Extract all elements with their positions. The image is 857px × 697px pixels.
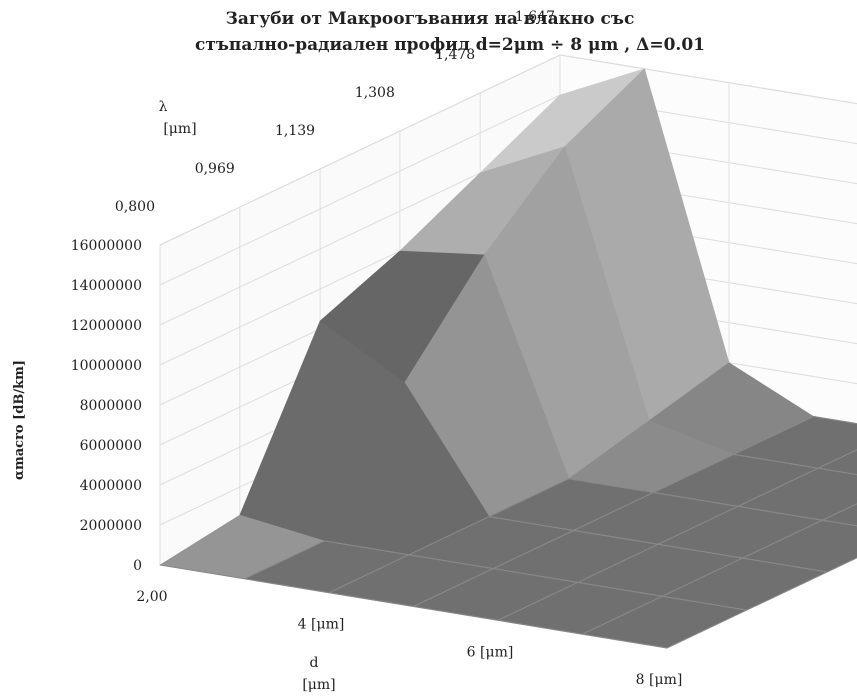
d-tick-label: 6 [μm] xyxy=(467,644,514,660)
lambda-axis-label-line2: [μm] xyxy=(163,121,196,137)
surface-patch xyxy=(821,503,857,527)
lambda-tick-label: 1,478 xyxy=(435,47,475,63)
y-tick-label: 10000000 xyxy=(71,358,142,374)
surface-gridline xyxy=(568,478,857,527)
y-axis-label: αmacro [dB/km] xyxy=(12,360,27,480)
surface-gridline xyxy=(324,540,747,611)
surface-gridline xyxy=(159,564,668,649)
chart-title-line2: стъпално-радиален профил d=2μm ÷ 8 μm , … xyxy=(195,35,705,55)
lambda-tick-label: 0,969 xyxy=(195,161,235,177)
y-tick-label: 16000000 xyxy=(71,238,142,254)
d-axis-label-line1: d xyxy=(310,655,319,671)
surface-gridline xyxy=(813,416,857,425)
lambda-tick-label: 0,800 xyxy=(115,199,155,215)
y-tick-label: 4000000 xyxy=(80,478,142,494)
lambda-ticks: 0,800 0,969 1,139 1,308 1,478 1,647 xyxy=(115,9,555,215)
surface-gridline xyxy=(489,516,828,573)
d-tick-label: 2,00 xyxy=(136,589,167,605)
chart-labels: Загуби от Макроогъвания на влакно със ст… xyxy=(12,9,705,693)
y-tick-label: 6000000 xyxy=(80,438,142,454)
lambda-axis-label-line1: λ xyxy=(159,99,168,115)
chart-surface xyxy=(159,68,857,649)
y-tick-label: 12000000 xyxy=(71,318,142,334)
chart-title-line1: Загуби от Макроогъвания на влакно със xyxy=(226,9,635,29)
surface-patch xyxy=(817,449,857,476)
y-ticks: 0 2000000 4000000 6000000 8000000 10000000 120… xyxy=(71,238,142,574)
lambda-tick-label: 1,308 xyxy=(355,85,395,101)
d-tick-label: 4 [μm] xyxy=(298,617,345,633)
y-tick-label: 14000000 xyxy=(71,278,142,294)
d-tick-label: 8 [μm] xyxy=(636,672,683,688)
y-tick-label: 2000000 xyxy=(80,518,142,534)
d-axis-label-line2: [μm] xyxy=(302,677,335,693)
surface-gridline xyxy=(733,453,857,476)
lambda-tick-label: 1,647 xyxy=(515,9,555,25)
lambda-tick-label: 1,139 xyxy=(275,123,315,139)
y-tick-label: 8000000 xyxy=(80,398,142,414)
y-tick-label: 0 xyxy=(133,558,142,574)
d-ticks: 2,00 4 [μm] 6 [μm] 8 [μm] xyxy=(136,589,682,688)
